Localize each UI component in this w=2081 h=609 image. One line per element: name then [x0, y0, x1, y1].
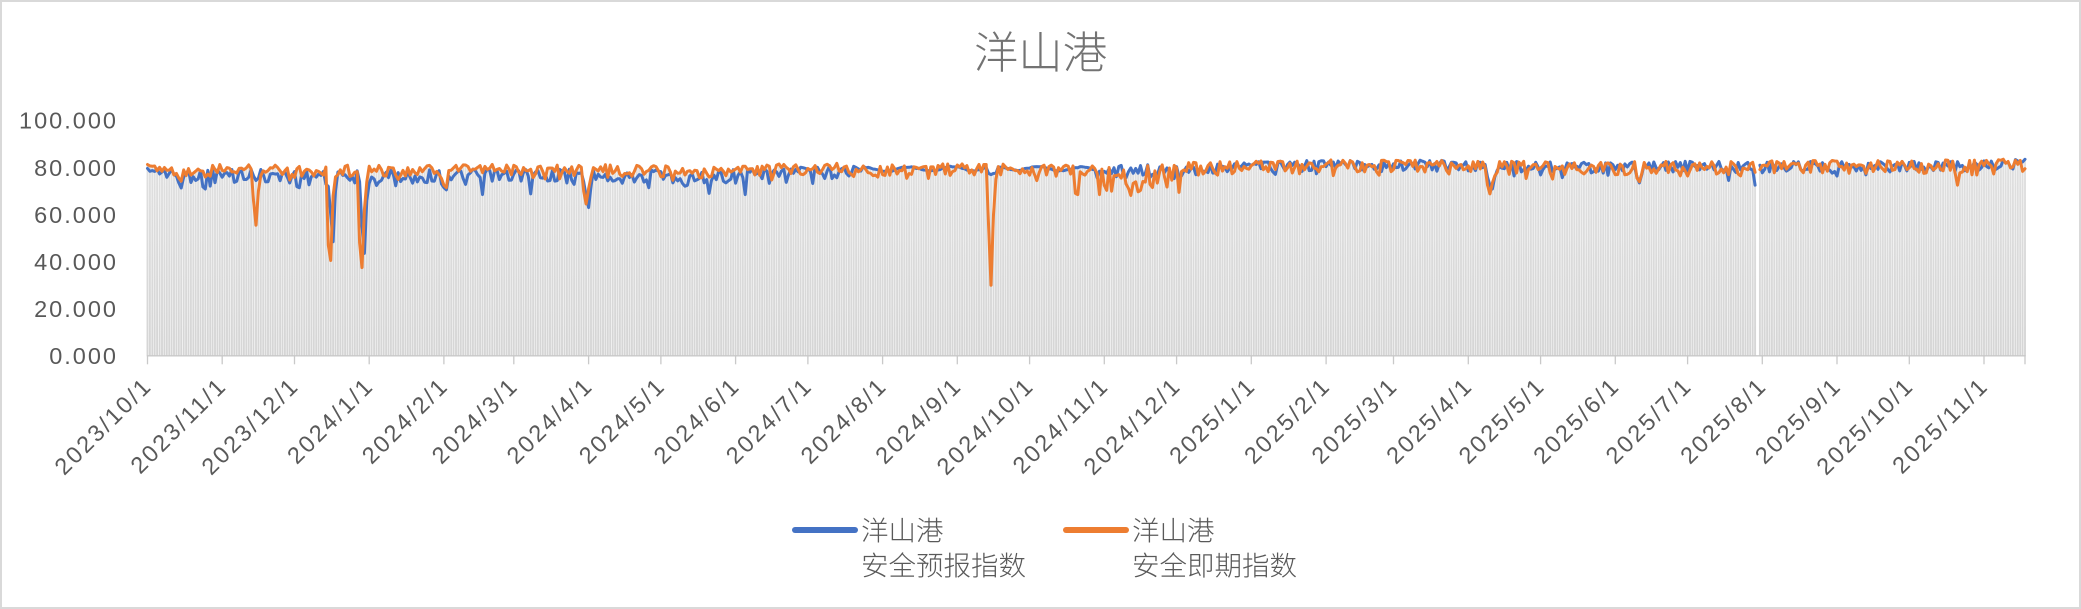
svg-text:0.000: 0.000: [49, 343, 118, 369]
svg-text:40.000: 40.000: [34, 249, 118, 275]
svg-text:100.000: 100.000: [19, 108, 118, 134]
svg-text:80.000: 80.000: [34, 155, 118, 181]
svg-text:20.000: 20.000: [34, 296, 118, 322]
svg-text:60.000: 60.000: [34, 202, 118, 228]
